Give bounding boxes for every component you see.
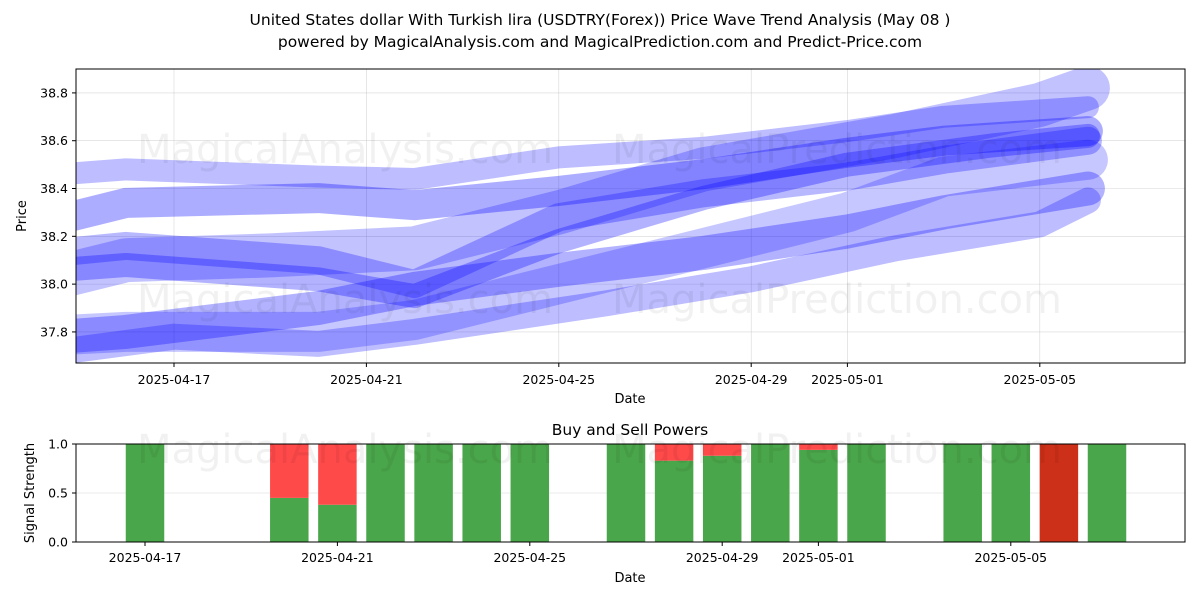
buy-power-bar (991, 444, 1031, 542)
buy-power-bar (318, 504, 357, 542)
signal-y-axis-label: Signal Strength (23, 443, 38, 543)
price-y-axis-label: Price (15, 200, 30, 232)
signal-panel-title: Buy and Sell Powers (552, 421, 709, 439)
price-x-tick-label: 2025-04-17 (138, 372, 211, 387)
watermark-analysis-bottom: MagicalAnalysis.com (137, 427, 553, 473)
price-x-tick-label: 2025-05-05 (1003, 372, 1076, 387)
price-y-tick-label: 38.6 (40, 133, 68, 148)
price-wave-band-6 (76, 187, 1101, 363)
buy-power-bar (654, 460, 694, 542)
buy-power-bar (606, 444, 646, 542)
sell-power-bar (702, 444, 742, 456)
buy-power-bar (847, 444, 886, 542)
sell-power-bar (270, 444, 309, 498)
buy-power-bar (799, 449, 838, 542)
price-wave-band-2 (76, 96, 1099, 190)
price-wave-band-1 (76, 116, 1103, 231)
signal-bars (125, 444, 1127, 542)
price-x-axis-label: Date (614, 392, 645, 407)
price-y-tick-label: 38.2 (40, 229, 68, 244)
signal-y-tick-label: 0.0 (48, 535, 68, 550)
price-x-tick-label: 2025-05-01 (811, 372, 884, 387)
price-y-tick-label: 38.0 (40, 277, 68, 292)
buy-power-bar (1087, 444, 1127, 542)
signal-axes: 2025-04-17 2025-04-21 2025-04-25 2025-04-29… (48, 437, 1047, 566)
buy-power-bar (751, 444, 790, 542)
buy-power-bar (702, 455, 742, 542)
price-y-tick-label: 38.4 (40, 181, 68, 196)
signal-x-tick-label: 2025-04-21 (301, 550, 374, 565)
price-wave-band-3 (76, 171, 1105, 353)
buy-power-bar (125, 444, 165, 542)
buy-power-bar (414, 444, 453, 542)
watermark-analysis-mid: MagicalAnalysis.com (137, 277, 553, 323)
signal-y-tick-label: 1.0 (48, 437, 68, 452)
signal-x-axis-label: Date (614, 571, 645, 586)
signal-x-tick-label: 2025-05-01 (782, 550, 855, 565)
price-grid (76, 69, 1185, 363)
buy-power-bar (366, 444, 405, 542)
buy-power-bar (270, 497, 309, 542)
price-plot-frame (75, 68, 1186, 364)
price-x-tick-label: 2025-04-21 (330, 372, 403, 387)
signal-x-tick-label: 2025-04-17 (109, 550, 182, 565)
price-wave-bands (76, 69, 1110, 363)
watermark-prediction-mid: MagicalPrediction.com (612, 277, 1062, 323)
price-axes: 2025-04-17 2025-04-21 2025-04-25 2025-04-29… (40, 85, 1076, 387)
price-x-tick-label: 2025-04-29 (715, 372, 788, 387)
signal-panel: Buy and Sell Powers MagicalAnalysis.com … (23, 421, 1186, 586)
buy-power-bar (943, 444, 982, 542)
price-y-tick-label: 38.8 (40, 85, 68, 100)
watermark-prediction-top: MagicalPrediction.com (612, 127, 1062, 173)
chart-title-line2: powered by MagicalAnalysis.com and Magic… (278, 33, 922, 51)
sell-power-bar (654, 444, 694, 461)
buy-power-bar (462, 444, 501, 542)
price-wave-band-5 (76, 139, 1108, 355)
price-wave-band-8 (76, 123, 1100, 309)
sell-power-bar (318, 444, 357, 505)
buy-power-bar (510, 444, 550, 542)
watermark-analysis-top: MagicalAnalysis.com (137, 127, 553, 173)
watermark-prediction-bottom: MagicalPrediction.com (612, 427, 1062, 473)
signal-x-tick-label: 2025-05-05 (974, 550, 1047, 565)
price-x-tick-label: 2025-04-25 (522, 372, 595, 387)
signal-x-tick-label: 2025-04-25 (493, 550, 566, 565)
sell-power-bar (1039, 444, 1079, 542)
chart-title-line1: United States dollar With Turkish lira (… (250, 11, 951, 29)
signal-y-tick-label: 0.5 (48, 486, 68, 501)
price-panel: MagicalAnalysis.com MagicalPrediction.co… (15, 68, 1186, 407)
price-wave-band-4 (76, 126, 1102, 299)
price-y-tick-label: 37.8 (40, 324, 68, 339)
price-wave-band-7 (76, 69, 1110, 296)
signal-x-tick-label: 2025-04-29 (686, 550, 759, 565)
sell-power-bar (799, 444, 838, 450)
